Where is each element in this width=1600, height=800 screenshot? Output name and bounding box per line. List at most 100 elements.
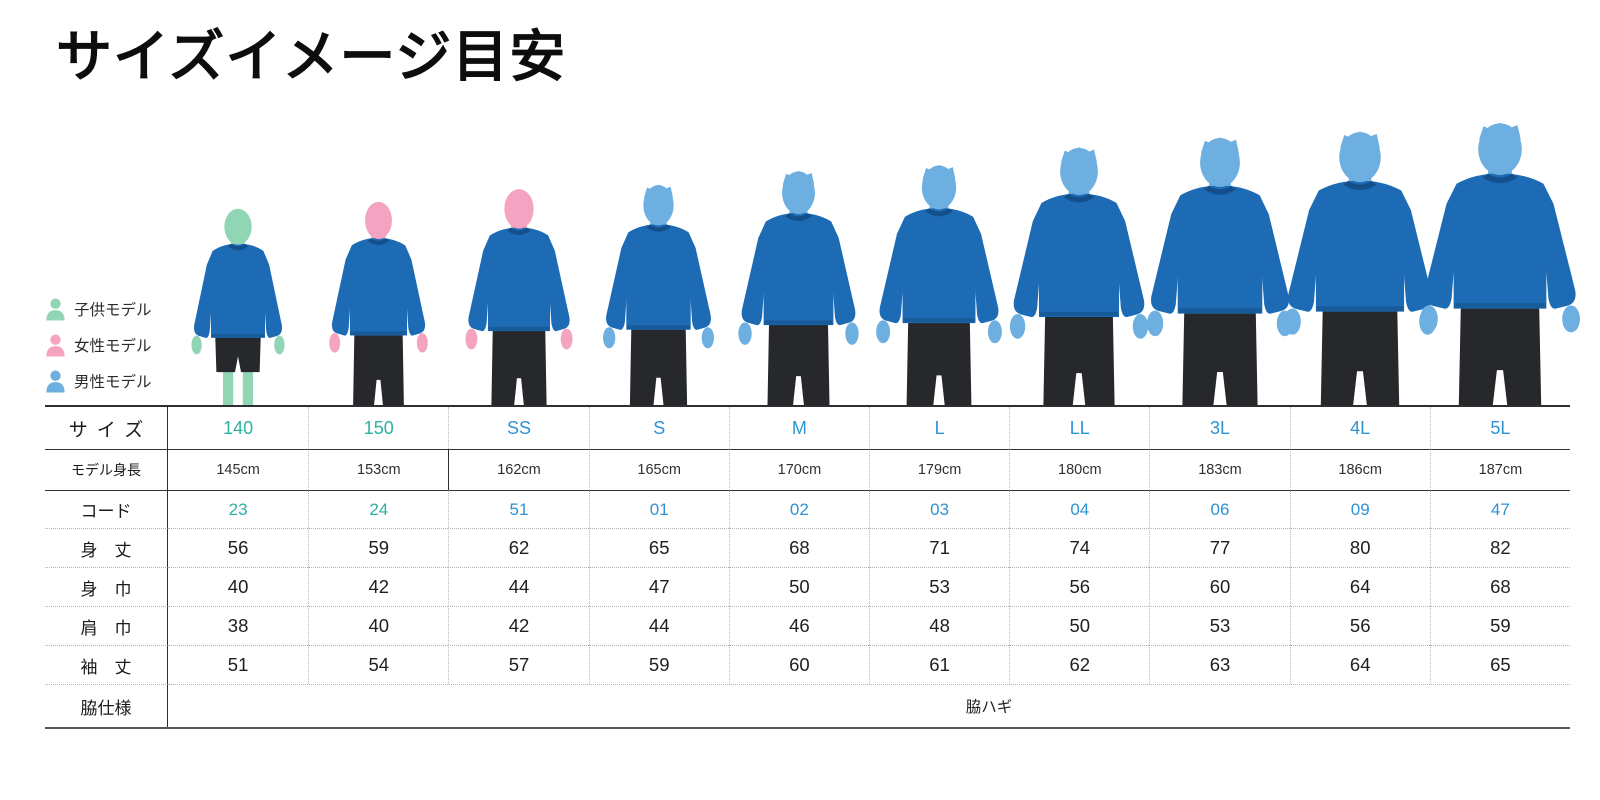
cell-model_height-3L: 183cm [1149,449,1290,490]
figure-hand-left [1283,308,1301,335]
model-figure-5L [1420,122,1580,405]
figure-collar [507,227,531,235]
figure-collar [367,238,390,245]
row-header-body_length: 身 丈 [45,528,168,567]
model-legend: 子供モデル女性モデル男性モデル [44,297,152,393]
figure-shirt-sleeve-left [606,232,630,330]
figure-shirt-sleeve-right [404,245,426,336]
model-figure-140 [191,208,285,405]
cell-model_height-150: 153cm [308,449,449,490]
figure-hair [783,170,814,192]
figure-shirt-sleeve-left [331,245,353,336]
figure-hand-right [416,333,428,353]
cell-size-S: S [588,407,729,449]
cell-code-LL: 04 [1009,490,1150,528]
child-model-icon [46,298,65,321]
cell-shoulder_width-150: 40 [308,606,449,645]
cell-model_height-5L: 187cm [1429,449,1570,490]
figure-hand-left [603,327,616,349]
cell-shoulder_width-4L: 56 [1289,606,1430,645]
cell-body_length-M: 68 [728,528,869,567]
model-figure-3L [1147,137,1293,405]
cell-body_length-LL: 74 [1009,528,1150,567]
cell-code-140: 23 [168,490,309,528]
cell-model_height-M: 170cm [728,449,869,490]
figure-shirt-torso [1309,180,1411,312]
cell-code-5L: 47 [1429,490,1570,528]
figure-shirt-torso [1171,185,1269,314]
figure-collar [785,213,812,221]
cell-code-S: 01 [588,490,729,528]
figure-pants [629,326,688,405]
figure-shirt-sleeve-right [1400,190,1432,312]
figure-collar [646,224,671,232]
cell-body_length-SS: 62 [448,528,589,567]
cell-body_width-L: 53 [868,567,1010,606]
legend-item-child: 子供モデル [44,297,152,321]
cell-body_length-4L: 80 [1289,528,1430,567]
figure-head [504,189,534,229]
cell-body_width-3L: 60 [1149,567,1290,606]
cell-sleeve_length-140: 51 [168,645,309,684]
size-spec-table: サイズ 140 150 SS S M L LL 3L 4L 5L モデル身長 145cm 153cm 162… [45,405,1570,729]
figure-shirt-sleeve-left [879,216,906,324]
legend-item-label: 子供モデル [74,302,152,319]
figure-hand-left [191,335,202,355]
figure-collar [1204,185,1236,195]
model-figures [191,122,1580,405]
legend-item-label: 女性モデル [74,338,152,355]
figure-shirt-torso [483,227,555,332]
cell-sleeve_length-150: 54 [308,645,449,684]
figure-hand-left [1147,310,1164,337]
model-figure-LL [1009,147,1149,405]
figure-shirt-torso [896,208,982,324]
figure-shirt-torso [206,243,270,338]
cell-sleeve_length-4L: 64 [1289,645,1430,684]
figure-shirt-sleeve-left [1013,202,1043,318]
cell-body_width-S: 47 [588,567,729,606]
legend-item-label: 男性モデル [74,374,152,391]
cell-sleeve_length-M: 60 [728,645,869,684]
cell-body_width-5L: 68 [1429,567,1570,606]
figure-shirt-sleeve-right [830,221,856,326]
figure-collar [1482,173,1518,184]
figure-hand-right [701,327,714,349]
cell-shoulder_width-L: 48 [868,606,1010,645]
figure-pants [1320,307,1400,405]
figure-shirt-sleeve-left [468,235,491,332]
cell-code-SS: 51 [448,490,589,528]
cell-sleeve_length-L: 61 [868,645,1010,684]
model-figure-SS [465,189,573,405]
model-figure-S [603,184,714,405]
figure-shirt-torso [1446,173,1554,309]
figure-hair [1340,131,1380,156]
model-figure-4L [1283,131,1437,405]
cell-code-150: 24 [308,490,449,528]
legend-item-female: 女性モデル [44,333,152,357]
cell-body_width-M: 50 [728,567,869,606]
figure-pants [1182,309,1258,405]
cell-side_spec-merged: 脇ハギ [168,684,1570,727]
cell-code-4L: 09 [1289,490,1430,528]
cell-sleeve_length-S: 59 [588,645,729,684]
cell-size-LL: LL [1009,407,1149,449]
cell-shoulder_width-M: 46 [728,606,869,645]
cell-size-SS: SS [448,407,588,449]
figure-hand-left [465,328,478,350]
cell-shoulder_width-5L: 59 [1429,606,1570,645]
legend-item-male: 男性モデル [44,369,152,393]
cell-size-L: L [868,407,1009,449]
figure-shirt-sleeve-right [972,216,999,324]
cell-body_width-4L: 64 [1289,567,1430,606]
cell-body_width-LL: 56 [1009,567,1150,606]
cell-model_height-LL: 180cm [1009,449,1150,490]
cell-sleeve_length-LL: 62 [1009,645,1150,684]
cell-body_length-150: 59 [308,528,449,567]
figure-hair [1061,147,1097,171]
cell-body_width-140: 40 [168,567,309,606]
cell-sleeve_length-5L: 65 [1429,645,1570,684]
figure-shirt-sleeve-left [741,221,767,326]
cell-model_height-S: 165cm [588,449,729,490]
figure-hand-right [845,322,859,345]
